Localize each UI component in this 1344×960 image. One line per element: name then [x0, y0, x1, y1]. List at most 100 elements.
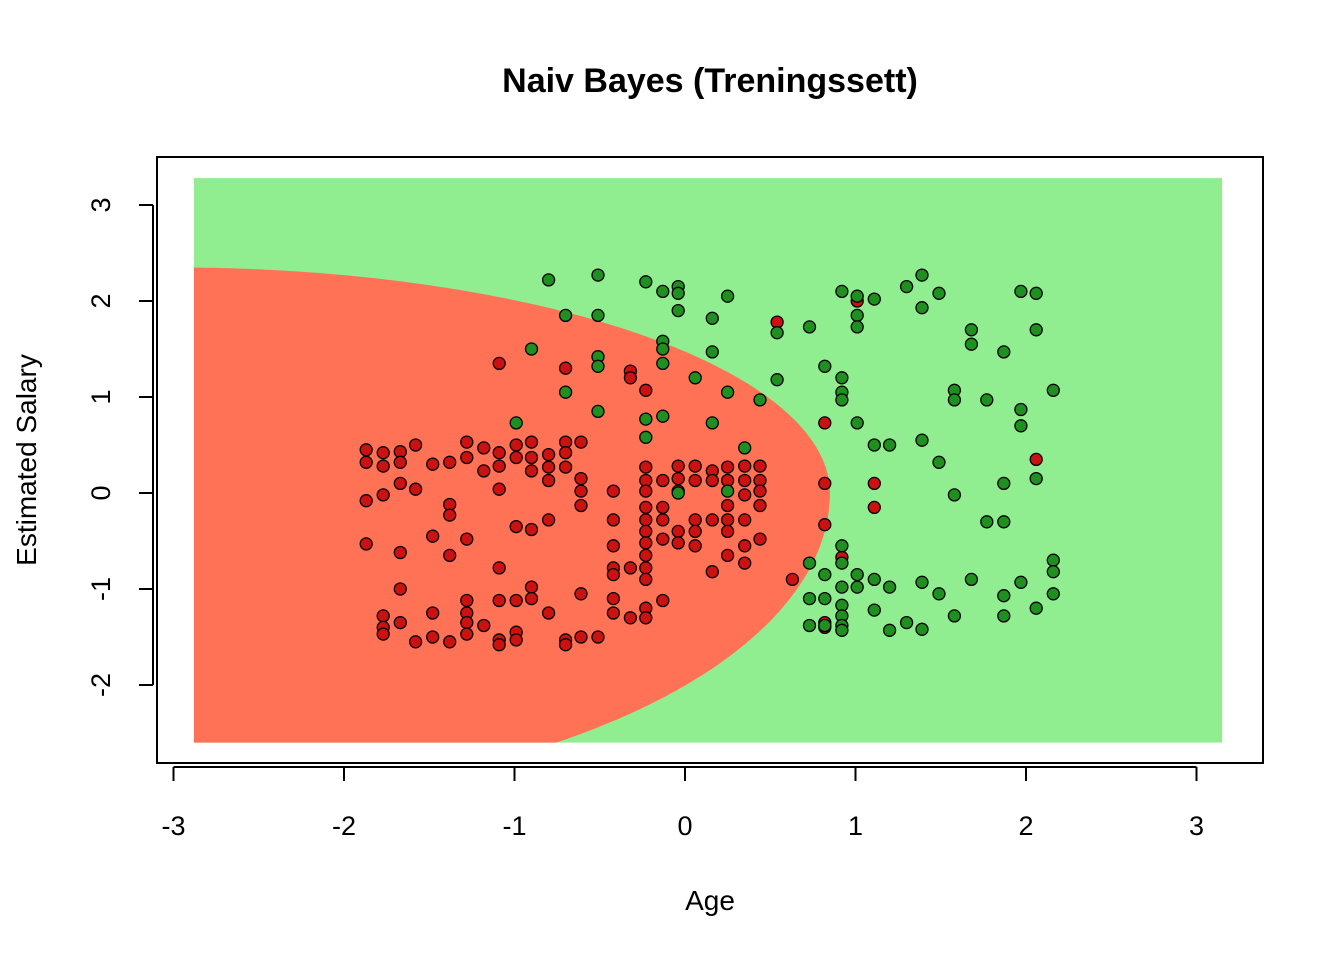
- class-0-point: [738, 556, 752, 570]
- class-0-point: [558, 638, 573, 652]
- class-0-point: [574, 435, 588, 449]
- class-0-point: [541, 473, 556, 488]
- class-0-point: [639, 548, 653, 563]
- class-1-point: [1029, 323, 1043, 337]
- y-tick-label: 2: [86, 293, 116, 308]
- class-1-point: [899, 279, 914, 294]
- class-0-point: [524, 450, 539, 465]
- class-1-point: [850, 416, 864, 430]
- class-1-point: [915, 433, 929, 447]
- class-0-point: [509, 633, 523, 647]
- y-tick-label: 3: [86, 197, 116, 212]
- class-1-point: [524, 342, 539, 356]
- class-1-point: [835, 623, 849, 637]
- class-0-point: [606, 484, 621, 498]
- class-1-point: [558, 308, 573, 323]
- class-0-point: [460, 627, 474, 641]
- class-1-point: [656, 409, 670, 423]
- class-0-point: [591, 630, 605, 644]
- class-1-point: [802, 618, 817, 633]
- class-0-point: [393, 545, 407, 560]
- class-1-point: [835, 556, 849, 570]
- class-1-point: [770, 373, 784, 387]
- class-0-point: [443, 548, 457, 563]
- class-1-point: [964, 337, 979, 351]
- class-0-point: [509, 593, 523, 608]
- class-0-point: [376, 488, 390, 502]
- class-0-point: [524, 522, 539, 537]
- class-0-point: [639, 536, 653, 550]
- class-0-point: [720, 524, 735, 539]
- class-0-point: [492, 482, 506, 496]
- class-1-point: [997, 476, 1011, 491]
- class-0-point: [460, 532, 474, 546]
- class-1-point: [899, 615, 914, 630]
- class-0-point: [720, 513, 735, 527]
- class-1-point: [1029, 471, 1043, 486]
- class-1-point: [738, 441, 752, 455]
- class-0-point: [656, 532, 670, 546]
- class-0-point: [393, 615, 407, 630]
- x-tick-label: 3: [1189, 811, 1204, 841]
- class-0-point: [574, 471, 588, 486]
- class-1-point: [753, 393, 767, 407]
- class-1-point: [867, 438, 881, 452]
- class-1-point: [947, 393, 962, 407]
- x-tick-label: -3: [161, 811, 185, 841]
- class-0-point: [738, 473, 752, 488]
- class-0-point: [492, 356, 506, 371]
- class-1-point: [932, 587, 946, 601]
- class-1-point: [932, 455, 946, 469]
- class-0-point: [656, 593, 670, 608]
- class-0-point: [656, 500, 670, 515]
- class-0-point: [705, 513, 719, 527]
- class-1-point: [850, 308, 864, 323]
- class-1-point: [980, 393, 994, 407]
- class-0-point: [509, 519, 523, 534]
- class-0-point: [688, 459, 702, 473]
- class-1-point: [882, 623, 897, 637]
- y-tick-label: -2: [86, 673, 116, 697]
- class-1-point: [705, 416, 719, 430]
- class-0-point: [541, 513, 556, 527]
- class-0-point: [460, 593, 474, 608]
- class-0-point: [606, 567, 621, 582]
- class-0-point: [492, 459, 506, 473]
- class-0-point: [492, 561, 506, 575]
- class-0-point: [753, 498, 767, 513]
- class-0-point: [639, 460, 653, 474]
- class-0-region: [193, 267, 830, 743]
- class-1-point: [1014, 419, 1028, 433]
- class-0-point: [524, 464, 539, 478]
- class-1-point: [964, 323, 979, 337]
- class-0-point: [738, 513, 752, 527]
- class-0-point: [558, 361, 573, 375]
- class-1-point: [947, 609, 962, 623]
- class-0-points: [359, 294, 1043, 652]
- class-1-point: [835, 284, 849, 299]
- y-axis-label: Estimated Salary: [11, 354, 42, 566]
- class-1-point: [915, 268, 929, 282]
- class-1-point: [1014, 402, 1028, 417]
- class-1-point: [850, 289, 864, 303]
- class-1-point: [802, 556, 817, 570]
- class-0-point: [460, 435, 474, 449]
- class-1-point: [509, 416, 523, 430]
- class-1-point: [639, 430, 653, 444]
- class-0-point: [656, 473, 670, 488]
- y-tick-label: 0: [86, 485, 116, 500]
- class-0-point: [492, 446, 506, 460]
- class-0-point: [720, 460, 735, 474]
- x-axis: -3 -2 -1 0 1 2 3: [161, 766, 1204, 841]
- class-1-point: [1046, 587, 1060, 601]
- class-1-point: [591, 359, 605, 373]
- class-0-point: [524, 580, 539, 594]
- class-0-point: [574, 484, 588, 498]
- class-0-point: [393, 476, 407, 491]
- class-1-point: [818, 618, 832, 633]
- class-1-point: [835, 371, 849, 385]
- class-1-point: [705, 345, 719, 359]
- class-0-point: [720, 548, 735, 563]
- class-1-point: [802, 320, 817, 334]
- class-0-point: [426, 630, 440, 644]
